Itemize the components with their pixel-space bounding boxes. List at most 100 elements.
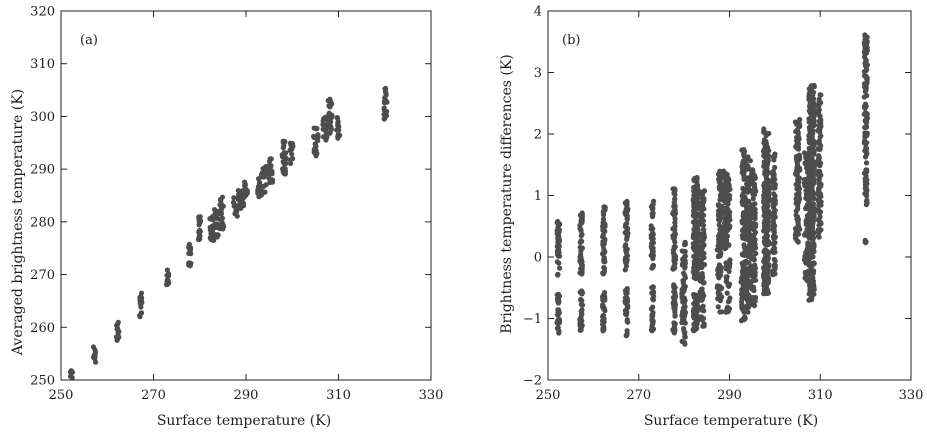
panel-b-point [555, 231, 562, 237]
panel-a-point [139, 298, 145, 305]
panel-b-point [807, 287, 813, 293]
panel-b-point [809, 272, 816, 278]
panel-b-point [671, 253, 677, 259]
panel-b-point [771, 229, 777, 235]
panel-a-chart: (a) Surface temperature (K) Averaged bri… [10, 5, 443, 430]
panel-b-point [770, 185, 777, 191]
panel-b-point [862, 32, 868, 38]
panel-b-point [720, 189, 726, 195]
panel-b-point [807, 130, 813, 136]
panel-b-point [680, 277, 686, 284]
panel-b-point [811, 165, 817, 171]
panel-b-point [555, 247, 561, 253]
panel-b-point [761, 266, 768, 273]
panel-b-point [750, 274, 756, 280]
panel-a-point [313, 150, 319, 156]
panel-b-point [682, 334, 688, 340]
panel-b-point [753, 221, 759, 227]
panel-b-point [698, 286, 705, 292]
panel-b-point [679, 338, 685, 344]
panel-b-point [771, 220, 777, 226]
panel-b-point [692, 269, 698, 275]
panel-b-y-tick-label: −1 [523, 312, 542, 327]
panel-b-point [810, 171, 817, 177]
panel-b-point [795, 216, 801, 222]
panel-b-point [601, 265, 608, 272]
panel-a-y-tick-label: 300 [30, 110, 55, 125]
panel-a-point [217, 196, 224, 203]
panel-b-point [724, 274, 730, 280]
panel-a-point [196, 229, 202, 235]
panel-b-point [863, 67, 870, 73]
panel-b-point [694, 182, 700, 189]
panel-b-point [749, 167, 756, 173]
panel-b-point [600, 243, 606, 249]
panel-b-point [600, 212, 607, 218]
panel-b-point [600, 232, 606, 238]
panel-b-point [762, 211, 769, 217]
panel-b-point [555, 317, 561, 324]
panel-b-point [727, 223, 733, 229]
panel-b-point [810, 116, 816, 122]
panel-b-point [672, 188, 678, 194]
panel-b-point [862, 124, 868, 131]
panel-b-y-tick-label: 1 [534, 189, 542, 204]
panel-b-point [796, 194, 802, 200]
panel-b-point [864, 151, 870, 157]
panel-b-point [555, 235, 561, 241]
panel-b-point [739, 147, 745, 153]
panel-a-point [244, 188, 250, 194]
panel-b-point [863, 80, 870, 86]
panel-b-point [801, 232, 808, 238]
panel-a-point [336, 127, 342, 133]
panel-b-point [816, 176, 822, 183]
panel-b-point [700, 237, 706, 244]
panel-b-point [810, 144, 816, 150]
panel-b-point [701, 250, 707, 256]
panel-b-point [697, 200, 704, 206]
panel-b-point [744, 218, 750, 224]
panel-b-point [672, 295, 678, 301]
panel-b-point [695, 227, 701, 233]
panel-b-point [771, 157, 777, 163]
panel-a-point [289, 144, 295, 150]
panel-b-point [723, 260, 729, 266]
panel-b-point [682, 297, 688, 304]
panel-b-point [624, 290, 630, 296]
panel-b-point [794, 163, 800, 169]
panel-b-point [727, 257, 733, 263]
panel-b-point [601, 254, 607, 261]
panel-a-point [260, 183, 266, 190]
panel-b-point [624, 246, 630, 252]
panel-a-point [232, 211, 238, 217]
panel-b-point [622, 295, 629, 301]
panel-b-point [815, 168, 821, 174]
panel-b-point [690, 241, 696, 247]
panel-a-point [257, 179, 263, 186]
panel-b-point [817, 210, 823, 216]
panel-b-point [807, 176, 813, 182]
panel-a-point [282, 139, 288, 145]
panel-b-point [739, 303, 745, 309]
panel-b-point [863, 198, 870, 204]
panel-a-point [327, 130, 333, 136]
panel-b-point [556, 293, 563, 299]
panel-b-point [796, 120, 802, 126]
panel-a-x-tick-label: 270 [141, 388, 166, 403]
panel-b-point [672, 284, 678, 291]
panel-b-point [793, 230, 799, 236]
panel-b-points [554, 32, 871, 347]
panel-a-point [92, 347, 98, 353]
panel-b-point [808, 278, 815, 284]
panel-b-point [692, 233, 698, 239]
panel-b-point [650, 304, 656, 310]
panel-a-point [321, 116, 327, 122]
panel-b-point [698, 261, 704, 267]
panel-b-point [862, 49, 868, 55]
panel-b-point [623, 300, 629, 306]
panel-b-point [649, 214, 656, 220]
panel-b-point [716, 222, 722, 228]
panel-b-point [795, 223, 801, 229]
panel-b-point [716, 171, 723, 177]
